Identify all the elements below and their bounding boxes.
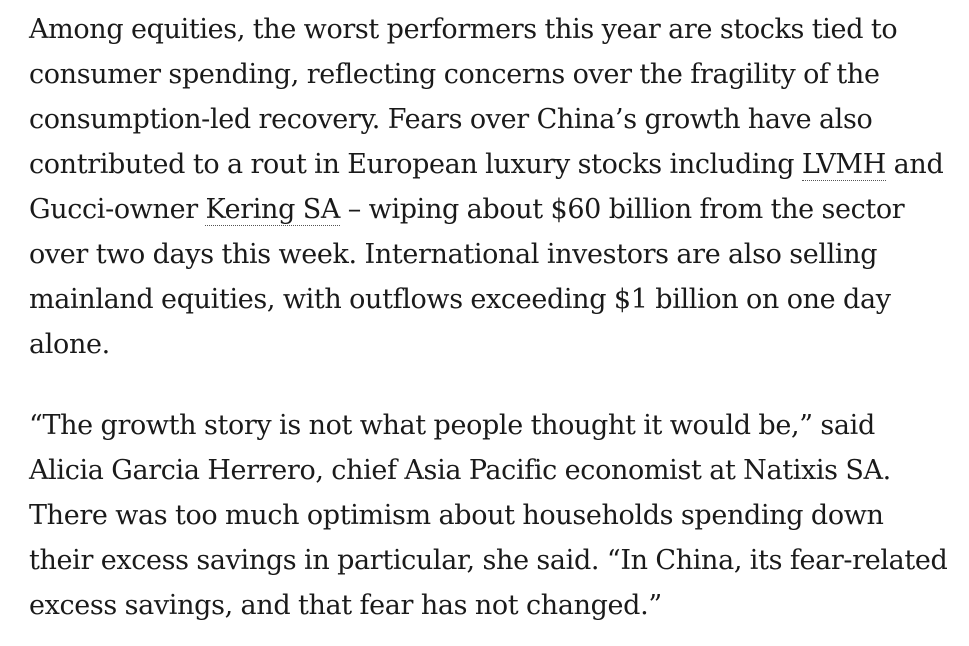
text-segment: Gucci-owner bbox=[29, 194, 206, 225]
text-line: Alicia Garcia Herrero, chief Asia Pacifi… bbox=[29, 455, 891, 486]
text-line: “The growth story is not what people tho… bbox=[29, 410, 875, 441]
text-line: consumption-led recovery. Fears over Chi… bbox=[29, 104, 873, 135]
text-segment: and bbox=[885, 149, 944, 180]
paragraph-1: Among equities, the worst performers thi… bbox=[29, 7, 969, 367]
text-line: There was too much optimism about househ… bbox=[29, 500, 884, 531]
text-line: excess savings, and that fear has not ch… bbox=[29, 590, 662, 621]
text-line: consumer spending, reflecting concerns o… bbox=[29, 59, 880, 90]
text-segment: contributed to a rout in European luxury… bbox=[29, 149, 802, 180]
text-line: mainland equities, with outflows exceedi… bbox=[29, 284, 891, 315]
text-line-with-link: contributed to a rout in European luxury… bbox=[29, 142, 969, 187]
text-line: alone. bbox=[29, 329, 110, 360]
paragraph-2: “The growth story is not what people tho… bbox=[29, 403, 969, 628]
text-segment: – wiping about $60 billion from the sect… bbox=[340, 194, 905, 225]
text-line: their excess savings in particular, she … bbox=[29, 545, 948, 576]
kering-sa-link[interactable]: Kering SA bbox=[205, 194, 341, 226]
text-line: Among equities, the worst performers thi… bbox=[29, 14, 898, 45]
text-line-with-link: Gucci-owner Kering SA – wiping about $60… bbox=[29, 187, 969, 232]
text-line: over two days this week. International i… bbox=[29, 239, 878, 270]
article-body: Among equities, the worst performers thi… bbox=[29, 7, 969, 628]
lvmh-link[interactable]: LVMH bbox=[801, 149, 886, 181]
